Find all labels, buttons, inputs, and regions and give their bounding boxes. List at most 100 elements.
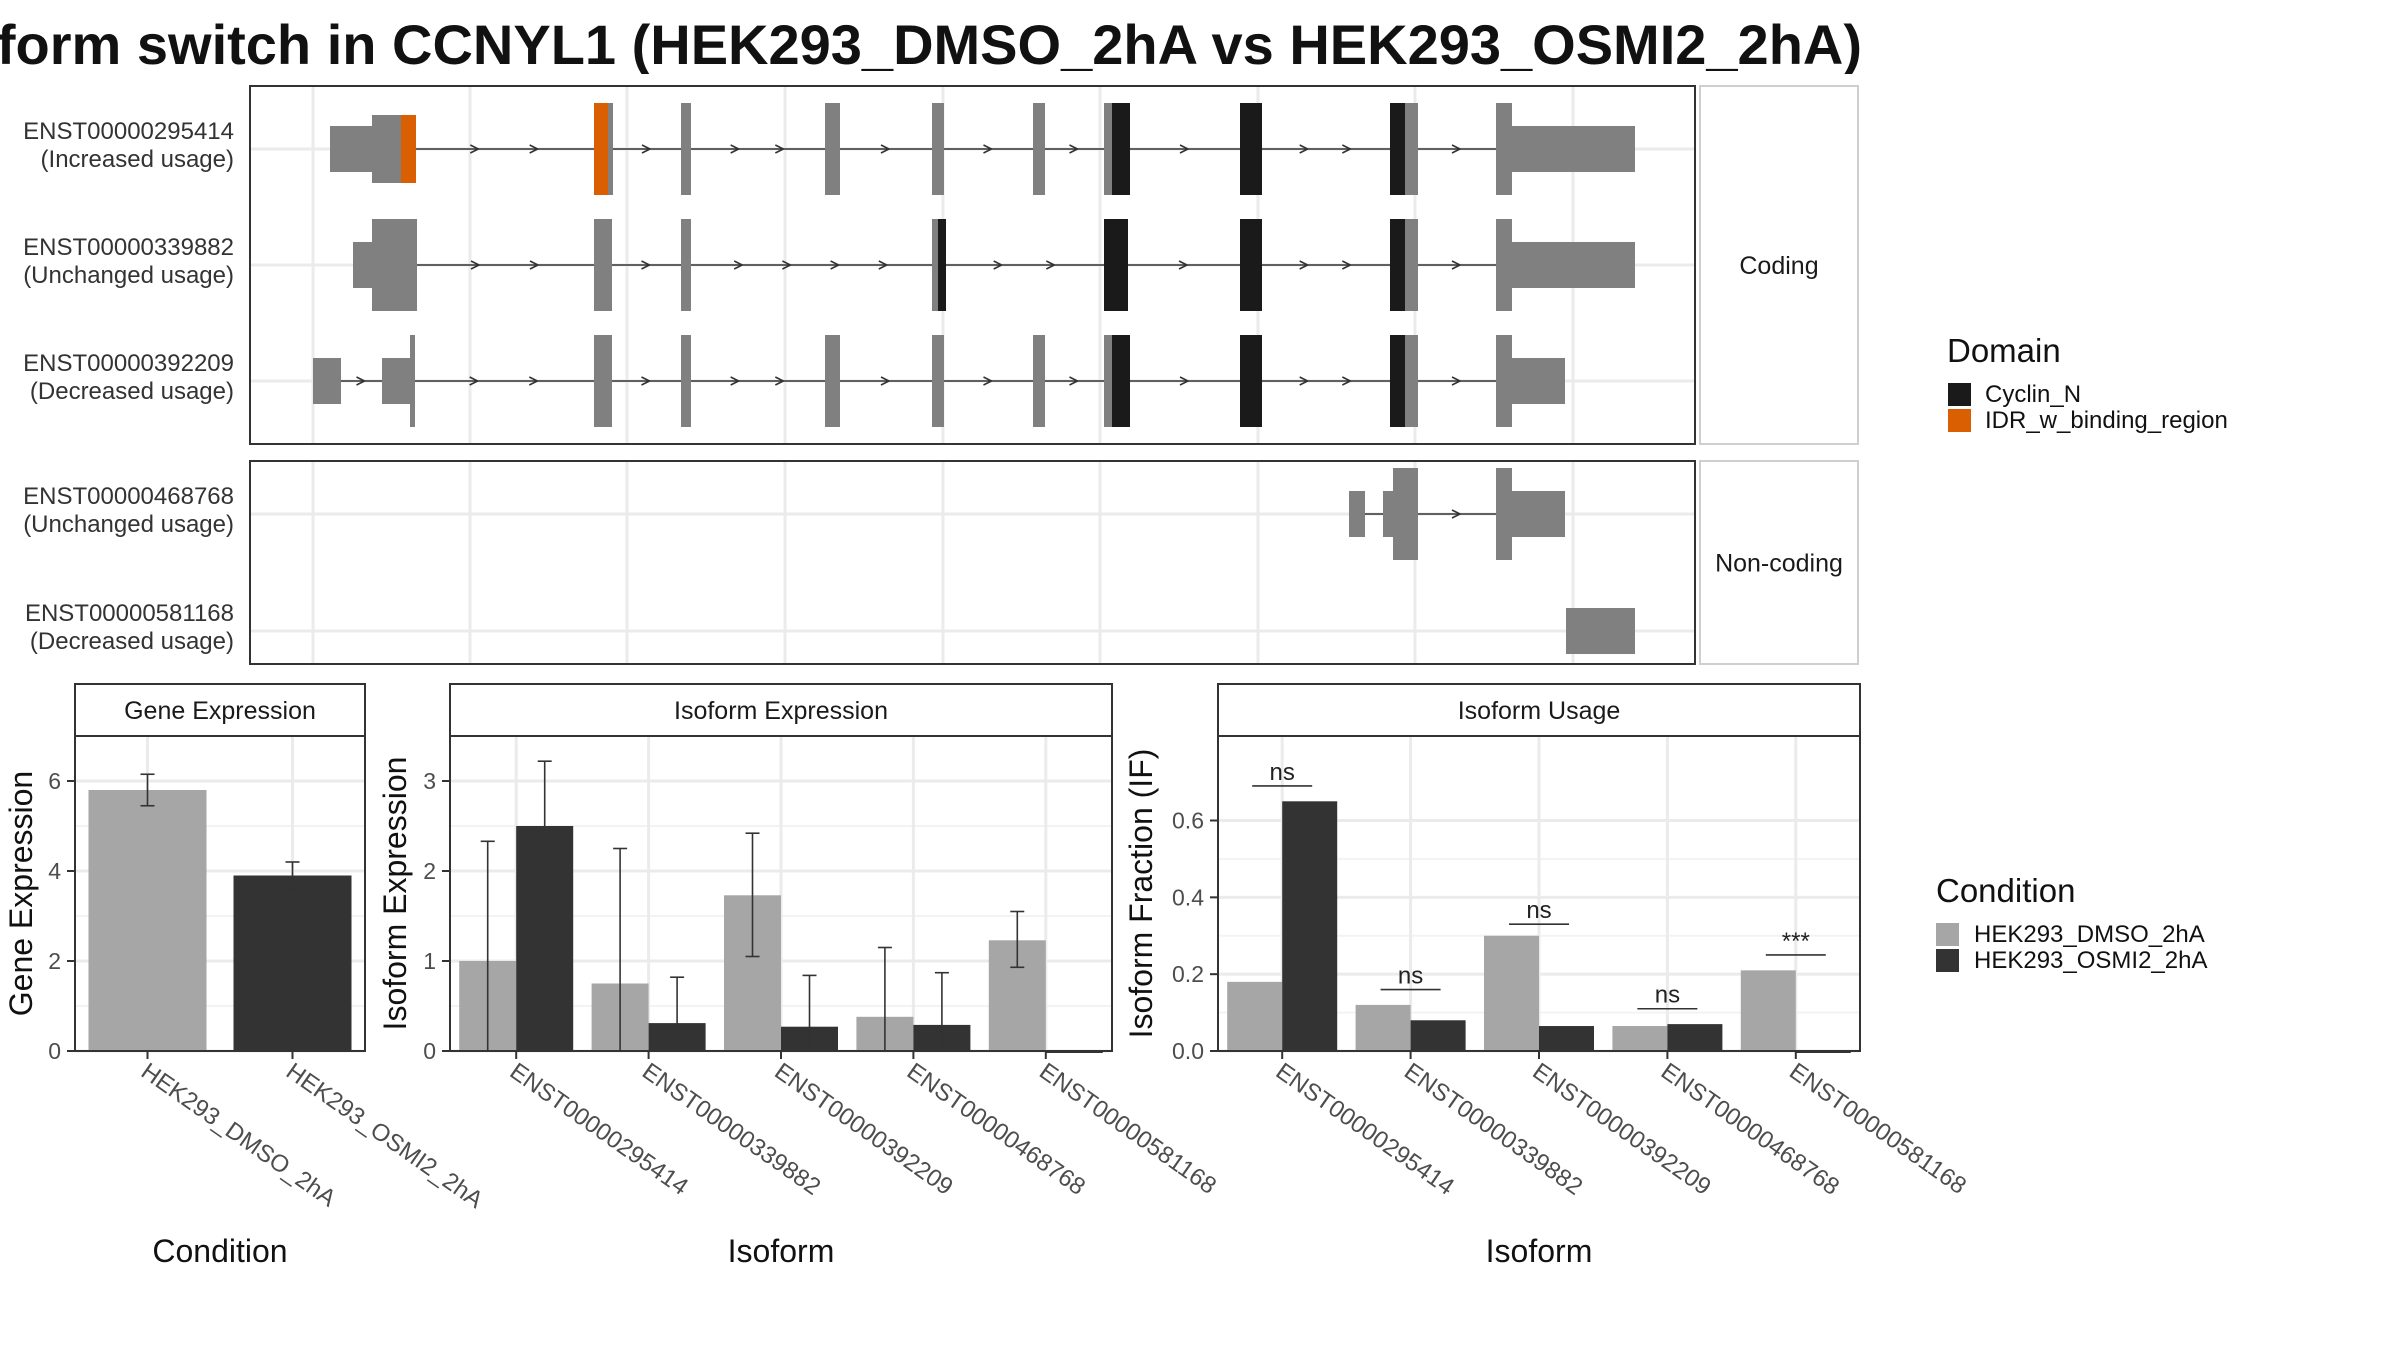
exon-block — [1566, 608, 1635, 654]
intron-arrow — [1179, 376, 1190, 386]
exon-block — [1240, 335, 1262, 427]
exon-block — [1496, 468, 1512, 560]
plot-border — [74, 735, 366, 1052]
transcript-id-label: ENST00000339882 — [23, 234, 234, 261]
intron-arrow — [1045, 260, 1057, 270]
intron-arrow — [830, 260, 841, 270]
chart-title: Isoform Expression — [674, 697, 888, 725]
significance-label: ns — [1398, 963, 1423, 990]
exon-block — [608, 103, 613, 195]
intron-arrow — [470, 260, 481, 270]
exon-block — [594, 103, 610, 195]
legend-swatch — [1948, 383, 1971, 406]
intron-arrow — [528, 376, 540, 386]
exon-block — [410, 335, 415, 427]
transcript-usage-label: (Unchanged usage) — [23, 511, 234, 538]
legend-label: HEK293_OSMI2_2hA — [1974, 947, 2207, 974]
y-tick-label: 0.4 — [1172, 884, 1204, 910]
intron-arrow — [641, 376, 652, 386]
panel-border — [249, 460, 1696, 665]
exon-block — [1112, 335, 1130, 427]
transcript-usage-label: (Increased usage) — [41, 146, 234, 173]
intron-arrow — [878, 260, 889, 270]
bar — [88, 790, 207, 1051]
bar — [1612, 1026, 1668, 1051]
bar — [1740, 970, 1796, 1051]
intron-arrow — [1069, 376, 1080, 386]
exon-block — [1240, 219, 1262, 311]
bar — [1355, 1004, 1411, 1051]
y-axis-title: Gene Expression — [3, 771, 39, 1016]
exon-block — [1512, 126, 1635, 172]
exon-block — [1390, 219, 1405, 311]
chart-title: Isoform Usage — [1458, 697, 1621, 725]
exon-block — [372, 219, 417, 311]
intron-arrow — [1451, 376, 1462, 386]
bar — [1282, 801, 1338, 1051]
facet-label: Non-coding — [1715, 550, 1843, 578]
exon-block — [1033, 103, 1045, 195]
intron-arrow — [1069, 144, 1080, 154]
transcript-id-label: ENST00000468768 — [23, 483, 234, 510]
exon-block — [1240, 103, 1262, 195]
exon-block — [353, 242, 375, 288]
intron-arrow — [469, 376, 480, 386]
panel-background — [250, 461, 1695, 664]
intron-arrow — [774, 144, 786, 154]
y-tick-label: 3 — [423, 768, 436, 794]
intron-arrow — [356, 376, 367, 386]
exon-block — [1405, 219, 1418, 311]
intron-arrow — [983, 144, 994, 154]
intron-arrow — [1179, 144, 1190, 154]
y-tick-label: 0 — [48, 1038, 61, 1064]
legend-swatch — [1936, 923, 1959, 946]
significance-label: ns — [1655, 982, 1680, 1009]
exon-block — [932, 335, 944, 427]
legend-label: Cyclin_N — [1985, 381, 2081, 408]
exon-block — [330, 126, 373, 172]
intron-arrow — [529, 260, 540, 270]
bar — [1410, 1020, 1466, 1051]
exon-block — [1390, 335, 1405, 427]
exon-block — [1033, 335, 1045, 427]
y-tick-label: 0.6 — [1172, 808, 1204, 834]
intron-arrow — [983, 376, 994, 386]
exon-block — [372, 115, 402, 183]
y-axis-title: Isoform Expression — [377, 757, 413, 1031]
bar — [1539, 1026, 1594, 1051]
intron-arrow — [993, 260, 1004, 270]
intron-arrow — [641, 260, 652, 270]
y-tick-label: 6 — [48, 768, 61, 794]
intron-arrow — [1178, 260, 1189, 270]
bar — [233, 875, 352, 1051]
exon-block — [382, 358, 412, 404]
intron-arrow — [880, 376, 891, 386]
facet-strip — [1699, 460, 1859, 665]
x-axis-title: Isoform — [1486, 1233, 1593, 1269]
exon-block — [1349, 491, 1365, 537]
intron-arrow — [1451, 260, 1462, 270]
transcript-usage-label: (Decreased usage) — [30, 378, 234, 405]
y-tick-label: 4 — [48, 858, 61, 884]
exon-block — [1405, 103, 1418, 195]
intron-arrow — [1451, 509, 1462, 519]
facet-label: Coding — [1739, 252, 1818, 280]
intron-arrow — [782, 260, 793, 270]
condition-legend-title: Condition — [1936, 872, 2075, 909]
legend-label: IDR_w_binding_region — [1985, 407, 2228, 434]
chart-title: Gene Expression — [124, 697, 316, 725]
exon-block — [932, 103, 944, 195]
transcript-id-label: ENST00000392209 — [23, 350, 234, 377]
exon-block — [1405, 335, 1418, 427]
intron-arrow — [1341, 260, 1353, 270]
transcript-id-label: ENST00000581168 — [25, 600, 234, 627]
x-axis-title: Isoform — [728, 1233, 835, 1269]
legend-label: HEK293_DMSO_2hA — [1974, 921, 2205, 948]
exon-block — [1104, 335, 1112, 427]
bar — [1667, 1024, 1723, 1051]
figure-title-text: Isoform switch in CCNYL1 (HEK293_DMSO_2h… — [0, 13, 1862, 74]
exon-block — [1512, 358, 1565, 404]
bar — [1227, 981, 1283, 1051]
y-axis-title: Isoform Fraction (IF) — [1123, 749, 1159, 1039]
